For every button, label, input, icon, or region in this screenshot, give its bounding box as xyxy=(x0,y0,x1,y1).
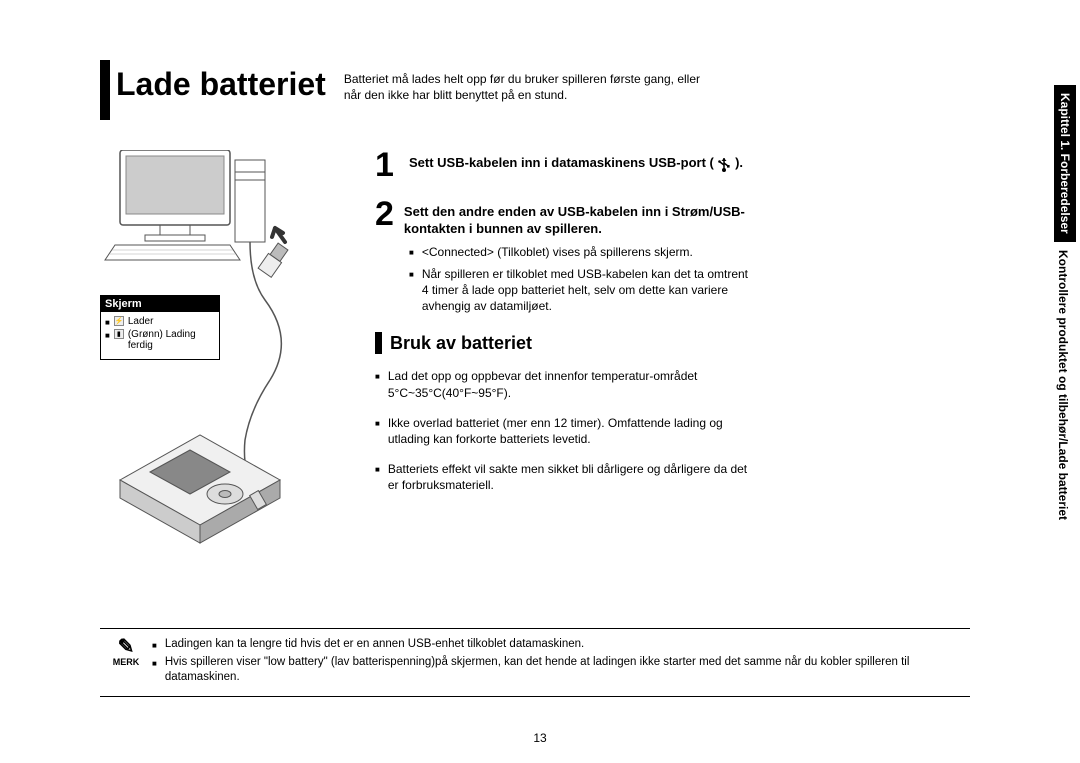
page-number: 13 xyxy=(533,731,546,745)
note-block: ✎ MERK ■ Ladingen kan ta lengre tid hvis… xyxy=(100,628,970,697)
usage-heading: Bruk av batteriet xyxy=(375,332,750,354)
title-bar xyxy=(100,60,110,120)
battery-charging-icon: ⚡ xyxy=(114,316,124,326)
note-bullet: ■ Ladingen kan ta lengre tid hvis det er… xyxy=(152,637,970,653)
chapter-tab: Kapittel 1. Forberedelser xyxy=(1054,85,1076,242)
title-description: Batteriet må lades helt opp før du bruke… xyxy=(344,60,704,103)
screen-status-label: (Grønn) Lading ferdig xyxy=(128,329,215,351)
note-label: MERK xyxy=(100,657,152,667)
step-number: 2 xyxy=(375,199,394,238)
screen-status-item: ■ ⚡ Lader xyxy=(105,316,215,327)
step-1: 1 Sett USB-kabelen inn i datamaskinens U… xyxy=(375,150,750,181)
breadcrumb-tab: Kontrollere produktet og tilbehør/Lade b… xyxy=(1054,242,1076,528)
step-bullet: ■ Når spilleren er tilkoblet med USB-kab… xyxy=(409,266,750,315)
step-text: Sett den andre enden av USB-kabelen inn … xyxy=(404,199,750,238)
page-title: Lade batteriet xyxy=(116,60,326,100)
illustration-column: Skjerm ■ ⚡ Lader ■ ▮ (Grønn) Lading ferd… xyxy=(100,150,330,583)
step-text: Sett USB-kabelen inn i datamaskinens USB… xyxy=(409,150,743,181)
usb-icon xyxy=(717,156,731,172)
screen-status-header: Skjerm xyxy=(101,296,219,312)
note-pencil-icon: ✎ xyxy=(100,637,152,657)
usage-bullets: ■ Lad det opp og oppbevar det innenfor t… xyxy=(375,368,750,493)
title-block: Lade batteriet Batteriet må lades helt o… xyxy=(100,60,980,120)
screen-status-label: Lader xyxy=(128,316,154,327)
content-column: 1 Sett USB-kabelen inn i datamaskinens U… xyxy=(330,150,750,583)
battery-full-icon: ▮ xyxy=(114,329,124,339)
section-bar xyxy=(375,332,382,354)
computer-player-illustration xyxy=(100,150,300,580)
section-title: Bruk av batteriet xyxy=(390,333,532,354)
side-tab: Kapittel 1. Forberedelser Kontrollere pr… xyxy=(1054,85,1080,528)
usage-bullet: ■ Lad det opp og oppbevar det innenfor t… xyxy=(375,368,750,400)
step-2-notes: ■ <Connected> (Tilkoblet) vises på spill… xyxy=(409,244,750,315)
usage-bullet: ■ Batteriets effekt vil sakte men sikket… xyxy=(375,461,750,493)
step-2: 2 Sett den andre enden av USB-kabelen in… xyxy=(375,199,750,238)
note-bullet: ■ Hvis spilleren viser "low battery" (la… xyxy=(152,655,970,686)
screen-status-box: Skjerm ■ ⚡ Lader ■ ▮ (Grønn) Lading ferd… xyxy=(100,295,220,360)
usage-bullet: ■ Ikke overlad batteriet (mer enn 12 tim… xyxy=(375,415,750,447)
step-bullet: ■ <Connected> (Tilkoblet) vises på spill… xyxy=(409,244,750,260)
step-number: 1 xyxy=(375,150,399,181)
screen-status-item: ■ ▮ (Grønn) Lading ferdig xyxy=(105,329,215,351)
